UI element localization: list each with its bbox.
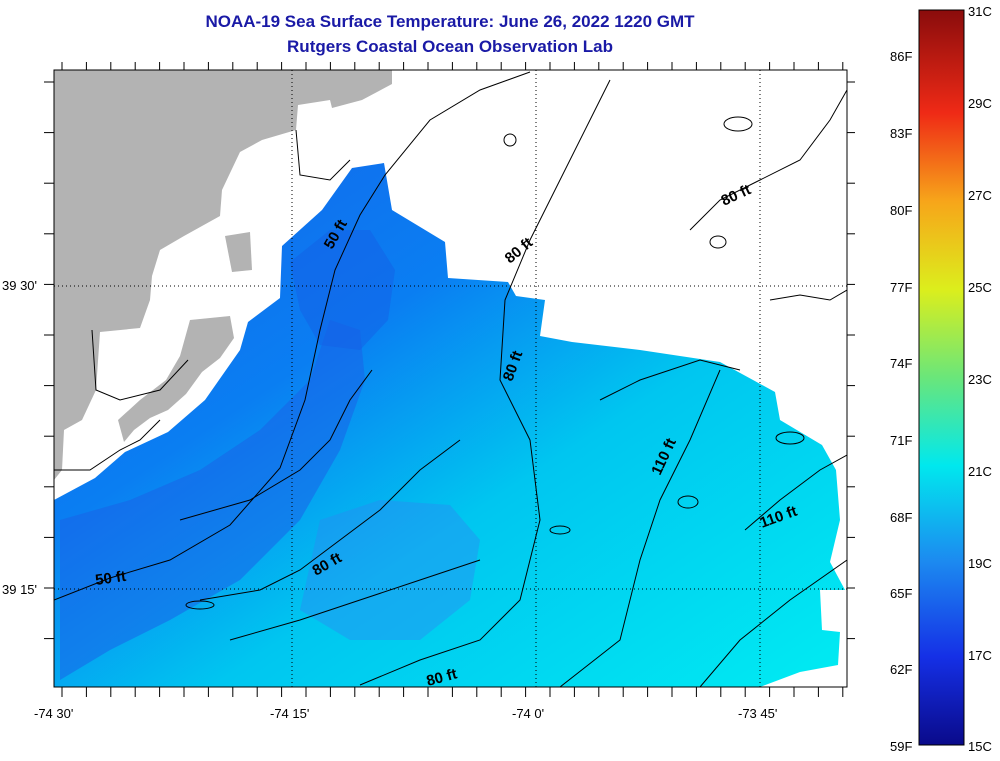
land-mass [118,316,234,442]
colorbar-f-label: 62F [890,662,913,677]
colorbar-c-label: 31C [968,4,992,19]
colorbar-f-label: 80F [890,203,913,218]
colorbar-c-label: 15C [968,739,992,754]
lon-label: -74 15' [270,706,310,721]
contour-label: 80 ft [425,665,459,689]
colorbar-f-label: 65F [890,586,913,601]
cool-patch [60,320,365,680]
map-border [53,69,848,688]
colorbar-c-label: 29C [968,96,992,111]
lon-label: -74 0' [512,706,545,721]
colorbar-f-label: 83F [890,126,913,141]
lon-label: -73 45' [738,706,778,721]
colorbar-c-label: 17C [968,648,992,663]
land-mass [225,232,252,272]
colorbar-c-label: 25C [968,280,992,295]
map-subtitle: Rutgers Coastal Ocean Observation Lab [287,37,613,56]
temperature-colorbar [918,9,965,746]
colorbar-f-label: 71F [890,433,913,448]
cool-patch [290,230,395,350]
bathymetry-contours [54,71,847,687]
colorbar-f-label: 59F [890,739,913,754]
lat-label: 39 30' [2,278,38,293]
contour-label: 50 ft [94,568,127,589]
colorbar-c-label: 19C [968,556,992,571]
map-title: NOAA-19 Sea Surface Temperature: June 26… [205,12,695,31]
colorbar-f-label: 77F [890,280,913,295]
colorbar-c-label: 21C [968,464,992,479]
colorbar-f-label: 86F [890,49,913,64]
axis-ticks [44,62,855,697]
colorbar-f-label: 74F [890,356,913,371]
colorbar-f-label: 68F [890,510,913,525]
lon-label: -74 30' [34,706,74,721]
colorbar-c-label: 27C [968,188,992,203]
land-mass [54,70,330,480]
land-mass [330,70,392,108]
colorbar-c-label: 23C [968,372,992,387]
graticule [54,70,847,687]
lat-label: 39 15' [2,582,38,597]
